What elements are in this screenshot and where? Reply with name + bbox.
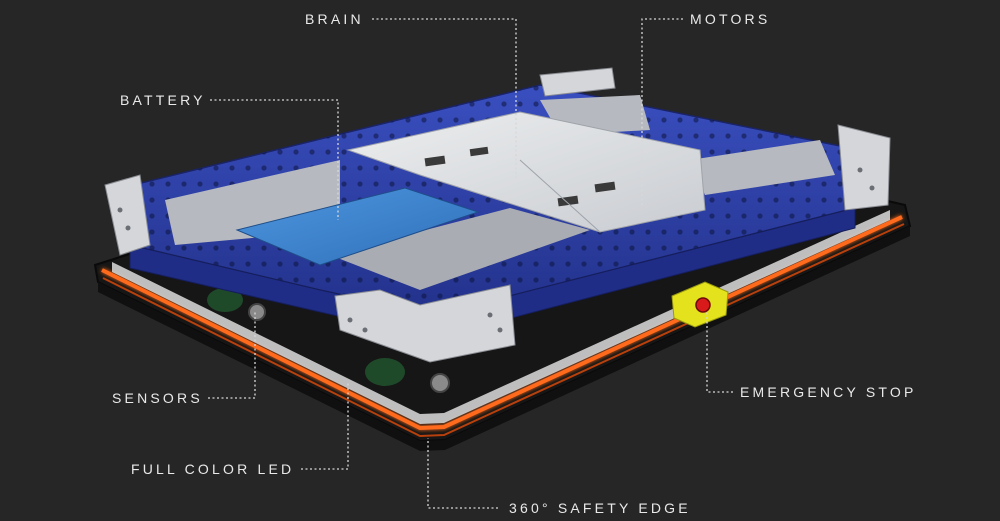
brain-slot xyxy=(469,146,489,157)
brain-slot xyxy=(594,181,616,193)
label-battery: BATTERY xyxy=(120,92,206,108)
corner-bracket xyxy=(334,284,516,363)
corner-bracket xyxy=(837,124,891,211)
leader-safety-edge xyxy=(427,438,498,509)
leader-sensors xyxy=(208,312,256,399)
corner-bracket xyxy=(104,174,151,256)
panel-seam xyxy=(519,159,601,233)
bracket-holes xyxy=(117,167,875,333)
leader-led xyxy=(301,382,349,470)
wheels xyxy=(207,288,450,393)
battery-pack xyxy=(235,187,480,266)
label-motors: MOTORS xyxy=(690,11,771,27)
corner-bracket xyxy=(539,67,616,97)
brain-slot xyxy=(424,155,446,167)
label-emergency-stop: EMERGENCY STOP xyxy=(740,384,917,400)
leader-battery xyxy=(210,99,339,220)
compartment-right xyxy=(690,140,835,195)
leader-brain xyxy=(372,18,517,180)
label-full-color-led: FULL COLOR LED xyxy=(131,461,295,477)
label-sensors: SENSORS xyxy=(112,390,203,406)
label-safety-edge: 360° SAFETY EDGE xyxy=(509,500,691,516)
led-strip xyxy=(101,215,903,431)
leader-motors xyxy=(641,18,683,205)
emergency-stop xyxy=(671,281,729,328)
led-strip-lower xyxy=(102,223,905,438)
brain-panel xyxy=(346,111,706,233)
compartment-front xyxy=(330,208,590,290)
label-brain: BRAIN xyxy=(305,11,364,27)
leader-lines xyxy=(208,18,733,509)
